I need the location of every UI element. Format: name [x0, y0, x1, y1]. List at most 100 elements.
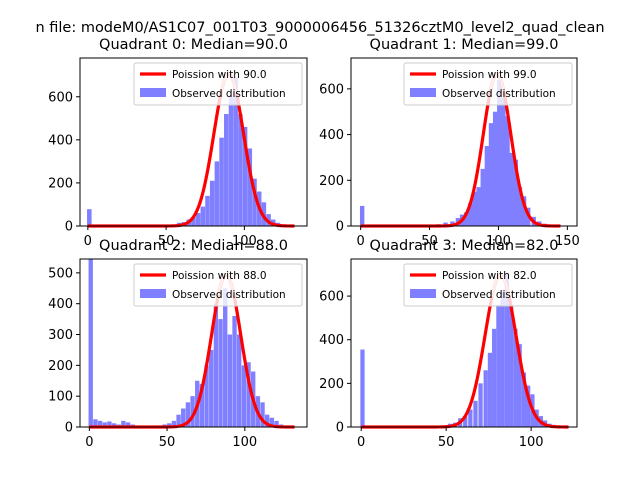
subplot-quadrant-2: Quadrant 2: Median=88.0 0 50 100 0 100 200 300 4… — [48, 238, 308, 450]
legend-bar-swatch — [140, 289, 166, 298]
histogram-bar — [473, 400, 478, 427]
y-tick-label: 600 — [319, 290, 344, 305]
histogram-bars — [359, 79, 558, 227]
histogram-bar — [517, 187, 523, 226]
subplots: Quadrant 0: Median=90.0 0 50 100 0 200 400 600 P… — [48, 37, 580, 450]
y-tick-label: 0 — [65, 421, 73, 436]
histogram-bar — [171, 420, 177, 427]
histogram-bar — [492, 328, 497, 427]
legend-curve-label: Poission with 90.0 — [172, 69, 267, 81]
histogram-bar — [242, 126, 248, 226]
x-tick-label: 0 — [85, 435, 93, 450]
legend: Poission with 99.0 Observed distribution — [403, 62, 573, 106]
axes-frame — [350, 57, 578, 227]
histogram-bar — [501, 98, 506, 226]
figure-suptitle: n file: modeM0/AS1C07_001T03_9000006456_… — [35, 20, 604, 36]
histogram-bar — [496, 304, 501, 427]
legend-curve-label: Poission with 99.0 — [442, 69, 537, 81]
histogram-bar — [480, 168, 485, 226]
x-tick-label: 50 — [421, 234, 438, 249]
histogram-bar — [97, 420, 103, 427]
subplot-title: Quadrant 1: Median=99.0 — [370, 37, 559, 53]
legend-box — [133, 62, 303, 106]
legend-box — [403, 263, 573, 307]
y-tick-label: 600 — [319, 82, 344, 97]
y-tick-label: 500 — [48, 266, 73, 281]
histogram-bar — [209, 180, 215, 226]
histogram-bar — [513, 159, 519, 226]
histogram-bar — [191, 217, 196, 226]
x-tick-label: 100 — [486, 234, 511, 249]
y-tick-label: 300 — [48, 328, 73, 343]
histogram-bar — [492, 111, 498, 226]
histogram-bar — [111, 423, 117, 427]
subplot-quadrant-0: Quadrant 0: Median=90.0 0 50 100 0 200 400 600 P… — [48, 37, 308, 249]
axes-frame — [350, 258, 578, 428]
histogram-bar — [228, 96, 234, 227]
legend-bar-swatch — [410, 88, 436, 97]
y-tick-label: 0 — [336, 220, 344, 235]
axes-frame — [79, 258, 308, 428]
histogram-bar — [195, 213, 201, 226]
y-tick-label: 0 — [65, 220, 73, 235]
histogram-bar — [521, 196, 527, 226]
subplot-quadrant-1: Quadrant 1: Median=99.0 0 50 100 150 0 200 400 6… — [319, 37, 580, 249]
histogram-bar — [227, 334, 233, 427]
histogram-bar — [88, 259, 93, 427]
histogram-bar — [505, 116, 510, 226]
legend: Poission with 82.0 Observed distribution — [403, 263, 573, 307]
histogram-bar — [209, 349, 214, 427]
y-tick-label: 100 — [48, 390, 73, 405]
legend-curve-label: Poission with 82.0 — [442, 270, 537, 282]
histogram-bar — [246, 362, 251, 427]
histogram-bar — [274, 420, 279, 427]
legend-bar-swatch — [140, 88, 166, 97]
legend-bar-label: Observed distribution — [172, 88, 286, 100]
histogram-bar — [247, 148, 253, 226]
x-tick-label: 100 — [232, 435, 257, 450]
histogram-bar — [93, 419, 98, 427]
histogram-bar — [176, 414, 181, 427]
x-tick-label: 50 — [438, 435, 455, 450]
histogram-bar — [190, 396, 195, 427]
histogram-bar — [181, 408, 186, 427]
legend-bar-label: Observed distribution — [442, 88, 556, 100]
histogram-bar — [224, 114, 229, 226]
histogram-bar — [464, 212, 469, 226]
histogram-bar — [500, 291, 505, 427]
x-tick-label: 50 — [158, 234, 175, 249]
histogram-bar — [359, 205, 365, 226]
legend-bar-label: Observed distribution — [172, 289, 286, 301]
axes-frame — [79, 57, 308, 227]
legend: Poission with 90.0 Observed distribution — [133, 62, 303, 106]
x-tick-label: 100 — [232, 234, 257, 249]
histogram-bar — [214, 161, 220, 226]
histogram-bar — [472, 191, 477, 226]
histogram-bar — [125, 422, 131, 427]
histogram-bar — [185, 402, 191, 427]
histogram-bar — [521, 372, 527, 427]
histogram-bar — [238, 114, 243, 226]
legend-bar-swatch — [410, 289, 436, 298]
histogram-bar — [107, 421, 112, 427]
histogram-bar — [509, 304, 514, 427]
histogram-bar — [167, 423, 172, 427]
y-tick-label: 200 — [319, 174, 344, 189]
histogram-bar — [219, 137, 224, 226]
histogram-bar — [200, 206, 206, 226]
histogram-bar — [468, 203, 473, 226]
x-tick-label: 0 — [84, 234, 92, 249]
y-tick-label: 400 — [48, 133, 73, 148]
histogram-bar — [204, 365, 209, 427]
y-tick-label: 200 — [48, 359, 73, 374]
y-tick-label: 0 — [336, 421, 344, 436]
histogram-bar — [205, 195, 210, 226]
legend-curve-label: Poission with 88.0 — [172, 270, 267, 282]
histogram-bar — [513, 328, 518, 427]
legend: Poission with 88.0 Observed distribution — [133, 263, 303, 307]
histogram-bar — [213, 303, 219, 427]
histogram-bar — [223, 288, 228, 427]
y-tick-label: 400 — [48, 297, 73, 312]
histogram-bar — [237, 334, 242, 427]
histogram-bar — [269, 417, 275, 427]
